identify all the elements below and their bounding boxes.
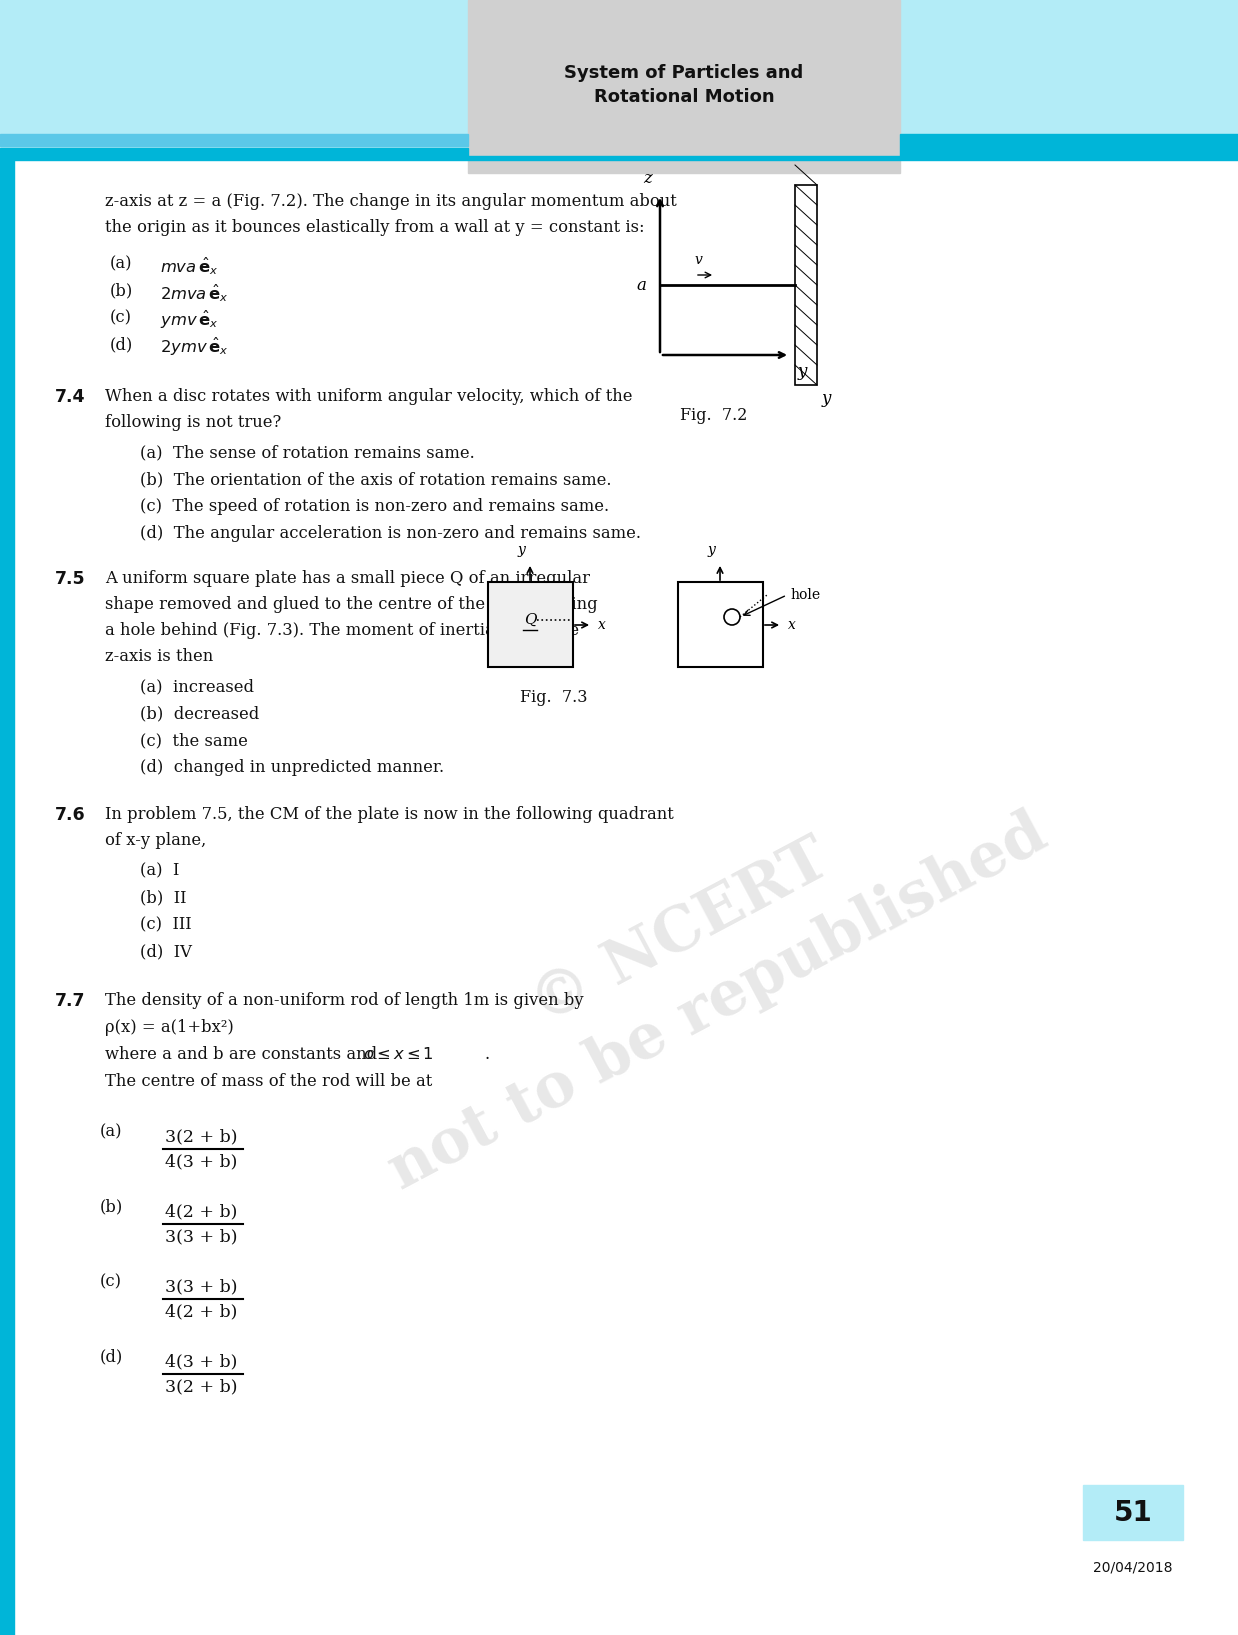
Text: Fig.  7.2: Fig. 7.2 xyxy=(680,407,748,423)
Text: (d): (d) xyxy=(100,1347,124,1365)
Text: v: v xyxy=(695,253,702,267)
Text: where a and b are constants and: where a and b are constants and xyxy=(105,1046,383,1063)
Text: a hole behind (Fig. 7.3). The moment of inertia about the: a hole behind (Fig. 7.3). The moment of … xyxy=(105,621,579,639)
Text: $o \leq x \leq 1$: $o \leq x \leq 1$ xyxy=(363,1046,433,1063)
Text: of x-y plane,: of x-y plane, xyxy=(105,832,207,849)
Bar xyxy=(488,582,573,667)
Text: shape removed and glued to the centre of the plate leaving: shape removed and glued to the centre of… xyxy=(105,597,598,613)
Text: z-axis at z = a (Fig. 7.2). The change in its angular momentum about: z-axis at z = a (Fig. 7.2). The change i… xyxy=(105,193,677,209)
Text: (b)  The orientation of the axis of rotation remains same.: (b) The orientation of the axis of rotat… xyxy=(140,471,612,487)
Text: (a): (a) xyxy=(100,1123,123,1140)
Bar xyxy=(468,0,900,173)
Text: 7.4: 7.4 xyxy=(54,387,85,405)
Text: x: x xyxy=(598,618,605,633)
Text: (c)  The speed of rotation is non-zero and remains same.: (c) The speed of rotation is non-zero an… xyxy=(140,499,609,515)
Text: 7.7: 7.7 xyxy=(54,992,85,1010)
Text: Fig.  7.3: Fig. 7.3 xyxy=(520,688,588,706)
Text: (b)  decreased: (b) decreased xyxy=(140,705,259,723)
Text: © NCERT
not to be republished: © NCERT not to be republished xyxy=(342,734,1056,1202)
Text: y: y xyxy=(517,543,525,558)
Bar xyxy=(0,155,1238,160)
Text: y: y xyxy=(822,391,832,407)
Text: System of Particles and: System of Particles and xyxy=(565,64,803,82)
Text: following is not true?: following is not true? xyxy=(105,414,281,432)
Text: z-axis is then: z-axis is then xyxy=(105,647,213,665)
Text: $mva\,\hat{\mathbf{e}}_x$: $mva\,\hat{\mathbf{e}}_x$ xyxy=(160,255,218,276)
Text: 4(2 + b): 4(2 + b) xyxy=(165,1303,238,1319)
Text: In problem 7.5, the CM of the plate is now in the following quadrant: In problem 7.5, the CM of the plate is n… xyxy=(105,806,673,822)
Text: 4(3 + b): 4(3 + b) xyxy=(165,1153,238,1171)
Text: (d)  IV: (d) IV xyxy=(140,943,192,960)
Text: 51: 51 xyxy=(1114,1499,1153,1527)
Text: 4(3 + b): 4(3 + b) xyxy=(165,1354,238,1370)
Text: hole: hole xyxy=(790,589,820,602)
Text: (a)  increased: (a) increased xyxy=(140,679,254,695)
Text: $2mva\,\hat{\mathbf{e}}_x$: $2mva\,\hat{\mathbf{e}}_x$ xyxy=(160,281,229,304)
Text: x: x xyxy=(789,618,796,633)
Text: 3(2 + b): 3(2 + b) xyxy=(165,1128,238,1144)
Text: (c)  III: (c) III xyxy=(140,916,192,934)
Circle shape xyxy=(724,608,740,625)
Text: (c): (c) xyxy=(110,309,132,325)
Bar xyxy=(0,0,1238,159)
Text: y: y xyxy=(799,363,807,379)
Text: (d)  changed in unpredicted manner.: (d) changed in unpredicted manner. xyxy=(140,759,444,777)
Text: When a disc rotates with uniform angular velocity, which of the: When a disc rotates with uniform angular… xyxy=(105,387,633,405)
Text: .: . xyxy=(485,1046,490,1063)
Text: $ymv\,\hat{\mathbf{e}}_x$: $ymv\,\hat{\mathbf{e}}_x$ xyxy=(160,309,219,330)
Bar xyxy=(0,134,468,146)
Text: (a)  I: (a) I xyxy=(140,862,180,880)
Text: (d)  The angular acceleration is non-zero and remains same.: (d) The angular acceleration is non-zero… xyxy=(140,525,641,541)
Bar xyxy=(0,149,468,159)
Text: (b): (b) xyxy=(110,281,134,299)
Text: (a)  The sense of rotation remains same.: (a) The sense of rotation remains same. xyxy=(140,445,474,461)
Text: y: y xyxy=(707,543,716,558)
Text: (d): (d) xyxy=(110,337,134,353)
Text: The density of a non-uniform rod of length 1m is given by: The density of a non-uniform rod of leng… xyxy=(105,992,583,1009)
Text: a: a xyxy=(636,276,646,294)
Text: Rotational Motion: Rotational Motion xyxy=(594,88,774,106)
Text: the origin as it bounces elastically from a wall at y = constant is:: the origin as it bounces elastically fro… xyxy=(105,219,645,235)
Text: 3(2 + b): 3(2 + b) xyxy=(165,1378,238,1395)
Text: 3(3 + b): 3(3 + b) xyxy=(165,1279,238,1295)
Text: (a): (a) xyxy=(110,255,132,271)
Bar xyxy=(678,582,763,667)
Text: (b)  II: (b) II xyxy=(140,889,187,906)
Text: (b): (b) xyxy=(100,1198,124,1215)
Text: 7.6: 7.6 xyxy=(54,806,85,824)
Text: (c)  the same: (c) the same xyxy=(140,732,248,749)
Text: 4(2 + b): 4(2 + b) xyxy=(165,1203,238,1220)
Bar xyxy=(795,185,817,384)
Bar xyxy=(1083,1485,1184,1540)
Text: Q: Q xyxy=(524,613,536,626)
Bar xyxy=(0,159,14,1635)
Text: A uniform square plate has a small piece Q of an irregular: A uniform square plate has a small piece… xyxy=(105,571,591,587)
Text: 20/04/2018: 20/04/2018 xyxy=(1093,1560,1172,1575)
Text: $2ymv\,\hat{\mathbf{e}}_x$: $2ymv\,\hat{\mathbf{e}}_x$ xyxy=(160,337,229,358)
Text: 7.5: 7.5 xyxy=(54,571,85,589)
Text: The centre of mass of the rod will be at: The centre of mass of the rod will be at xyxy=(105,1073,432,1091)
Text: (c): (c) xyxy=(100,1274,123,1290)
Text: ρ(x) = a(1+bx²): ρ(x) = a(1+bx²) xyxy=(105,1019,234,1037)
Text: 3(3 + b): 3(3 + b) xyxy=(165,1228,238,1244)
Bar xyxy=(900,134,1238,159)
Text: z: z xyxy=(644,170,652,186)
